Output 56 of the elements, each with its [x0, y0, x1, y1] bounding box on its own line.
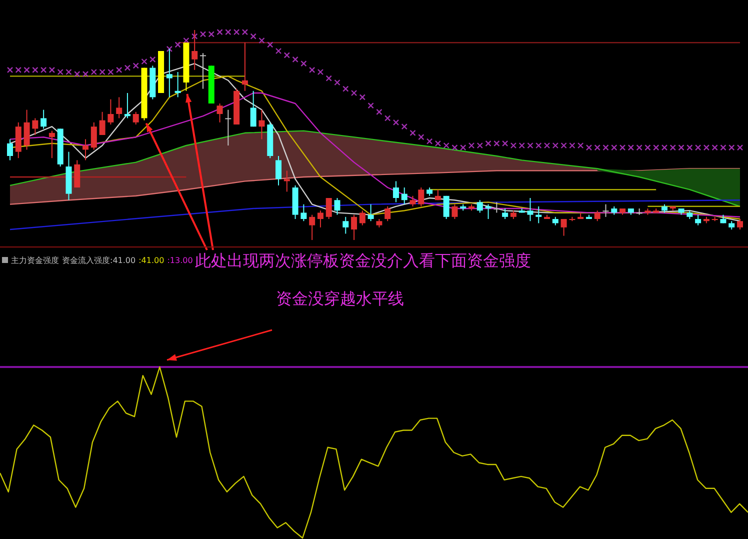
candlestick	[334, 198, 340, 216]
candlestick	[192, 30, 198, 70]
candlestick	[216, 103, 223, 123]
candlestick	[401, 187, 408, 205]
candlestick	[602, 204, 609, 218]
candlestick	[90, 122, 97, 150]
candlestick	[368, 204, 374, 222]
candlestick	[116, 96, 122, 119]
candlestick	[443, 195, 450, 220]
candlestick	[108, 98, 114, 125]
candlestick	[527, 198, 534, 222]
candlestick	[452, 204, 458, 220]
candlestick	[74, 160, 80, 188]
candlestick	[737, 218, 743, 230]
candlestick	[342, 216, 349, 234]
candlestick	[99, 111, 106, 136]
candlestick	[384, 206, 391, 222]
candlestick	[410, 195, 416, 207]
candlestick	[502, 208, 508, 220]
candlestick	[695, 214, 702, 226]
candlestick	[485, 204, 492, 220]
text: :41.00	[138, 256, 164, 265]
candlestick	[476, 200, 483, 214]
candlestick	[317, 210, 324, 228]
text: 此处出现两次涨停板资金没介入看下面资金强度	[195, 251, 531, 270]
chart-title: 主力资金强度	[11, 256, 59, 265]
candlestick	[32, 118, 38, 136]
candlestick	[536, 206, 542, 224]
candlestick	[494, 202, 500, 214]
candlestick	[24, 109, 30, 150]
candlestick	[242, 42, 248, 92]
candlestick	[418, 187, 424, 207]
candlestick	[174, 72, 181, 98]
candlestick	[124, 92, 130, 119]
candlestick	[351, 214, 358, 240]
candlestick	[250, 90, 256, 128]
text: 资金没穿越水平线	[276, 289, 404, 308]
candlestick	[276, 156, 282, 186]
candlestick	[560, 218, 567, 236]
candlestick	[284, 170, 290, 192]
candlestick	[200, 52, 206, 90]
text: 资金流入强度:41.00	[62, 256, 136, 265]
candlestick	[132, 111, 139, 125]
candlestick	[258, 109, 265, 140]
candlestick	[392, 180, 399, 203]
candlestick	[326, 198, 332, 220]
candlestick	[82, 138, 89, 161]
candlestick	[594, 210, 600, 222]
candlestick	[7, 138, 13, 161]
text: :13.00	[167, 256, 193, 265]
candlestick	[300, 204, 307, 222]
candlestick	[359, 210, 366, 226]
candlestick	[40, 109, 47, 130]
candlestick	[48, 130, 55, 159]
candlestick	[225, 109, 232, 146]
candlestick	[309, 214, 316, 240]
